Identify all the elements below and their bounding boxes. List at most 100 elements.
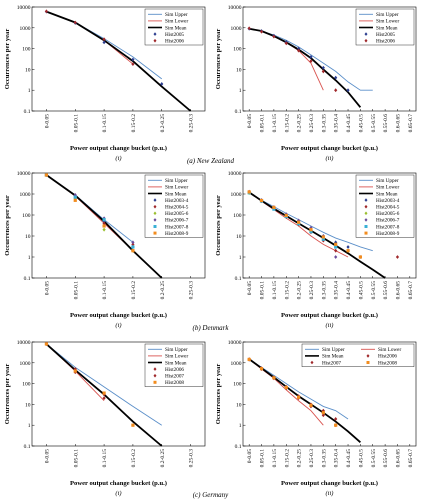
legend-swatch [153, 373, 157, 378]
x-tick-label: 0-0.05 [247, 449, 253, 463]
legend-label: Sim Upper [376, 12, 399, 18]
x-tick-label: 0.5-0.55 [371, 281, 377, 300]
y-axis-label: Occurrences per year [4, 29, 11, 90]
chart-panel: 10000 1000 100 10 1 0.1 0-0.05 0.05-0.1 0.1-0.15… [4, 5, 206, 162]
legend-label: Hist2006 [165, 367, 184, 373]
data-point [272, 34, 276, 39]
x-tick-label: 0-0.05 [44, 114, 50, 128]
data-point [73, 20, 77, 25]
x-tick-label: 0.65-0.7 [408, 281, 414, 300]
legend-label: Hist2008 [378, 360, 397, 366]
y-tick-label: 0.1 [235, 109, 242, 115]
x-tick-label: 0.15-0.2 [284, 114, 290, 133]
x-tick-label: 0.15-0.2 [284, 449, 290, 468]
panel-label: (i) [115, 322, 121, 329]
x-tick-label: 0.25-0.3 [189, 281, 195, 300]
x-tick-label: 0.6-0.65 [395, 281, 401, 300]
legend-label: Sim Mean [165, 191, 187, 197]
legend-swatch [153, 367, 157, 371]
y-tick-label: 100 [22, 382, 31, 388]
data-point [334, 88, 338, 93]
x-tick-label: 0.6-0.65 [395, 449, 401, 468]
chart-panel: 10000 1000 100 10 1 0.1 0-0.05 0.05-0.1 0.1-0.15… [4, 340, 206, 497]
x-tick-label: 0.45-0.5 [358, 114, 364, 133]
data-point [334, 245, 338, 249]
data-point [334, 242, 338, 246]
data-point [309, 54, 313, 59]
data-point [102, 224, 106, 228]
data-point [297, 395, 301, 399]
data-point [131, 249, 135, 253]
series-line [248, 358, 349, 420]
data-point [131, 245, 135, 249]
x-tick-label: 0.1-0.15 [102, 281, 108, 300]
x-tick-label: 0.1-0.15 [102, 114, 108, 133]
data-point [272, 205, 276, 210]
y-tick-label: 10 [236, 234, 242, 240]
data-point [259, 29, 264, 34]
x-tick-label: 0.25-0.3 [309, 114, 315, 133]
y-tick-label: 0.1 [24, 109, 31, 115]
legend-label: Hist2008 [165, 380, 184, 386]
legend-box [144, 343, 204, 387]
y-tick-label: 10000 [228, 340, 242, 346]
data-point [73, 195, 77, 199]
data-point [309, 230, 313, 234]
x-tick-label: 0-0.05 [247, 281, 253, 295]
data-point [73, 369, 77, 373]
legend-label: Hist2007 [322, 360, 341, 366]
x-tick-label: 0.1-0.15 [272, 114, 278, 133]
x-tick-label: 0.65-0.7 [408, 114, 414, 133]
data-point [334, 417, 338, 421]
x-tick-label: 0.2-0.25 [297, 449, 303, 468]
x-tick-label: 0.35-0.4 [334, 449, 340, 468]
data-point [395, 255, 400, 259]
y-tick-label: 0.1 [24, 276, 31, 282]
x-axis-label: Power output change bucket (p.u.) [70, 312, 167, 319]
legend-swatch [366, 361, 370, 364]
figure-caption: (a) New Zealand [187, 157, 235, 165]
x-tick-label: 0.2-0.25 [297, 114, 303, 133]
data-point [334, 75, 338, 80]
series-line [248, 191, 386, 279]
x-tick-label: 0.3-0.35 [321, 449, 327, 468]
data-point [259, 198, 264, 203]
x-tick-label: 0.15-0.2 [131, 281, 137, 300]
y-tick-label: 10 [25, 402, 31, 408]
legend-label: Sim Upper [165, 178, 188, 184]
data-point [309, 59, 313, 64]
legend-swatch [153, 198, 157, 202]
legend-label: Hist2003-4 [165, 198, 189, 204]
legend-swatch [364, 198, 368, 202]
y-axis-label: Occurrences per year [4, 364, 11, 425]
y-axis-label: Occurrences per year [215, 29, 222, 90]
legend-swatch [153, 231, 157, 235]
legend-label: Sim Lower [165, 19, 188, 25]
x-tick-label: 0.15-0.2 [131, 114, 137, 133]
x-tick-label: 0.15-0.2 [284, 281, 290, 300]
y-tick-label: 1000 [231, 192, 242, 198]
data-point [321, 411, 325, 415]
x-tick-label: 0.2-0.25 [160, 449, 166, 468]
legend-label: Sim Mean [165, 360, 187, 366]
figure-caption: (b) Denmark [193, 324, 230, 332]
legend-label: Sim Lower [376, 185, 399, 191]
x-tick-label: 0.1-0.15 [272, 449, 278, 468]
data-point [44, 9, 49, 14]
panel-label: (ii) [326, 322, 334, 329]
y-tick-label: 1000 [231, 26, 242, 32]
data-point [131, 423, 135, 427]
data-point [309, 228, 313, 232]
x-tick-label: 0.4-0.45 [346, 114, 352, 133]
legend-label: Sim Mean [376, 25, 398, 31]
legend-label: Sim Mean [165, 25, 187, 31]
data-point [160, 82, 164, 86]
x-tick-label: 0.1-0.15 [272, 281, 278, 300]
data-point [346, 88, 350, 93]
legend-label: Hist2006 [378, 354, 397, 360]
